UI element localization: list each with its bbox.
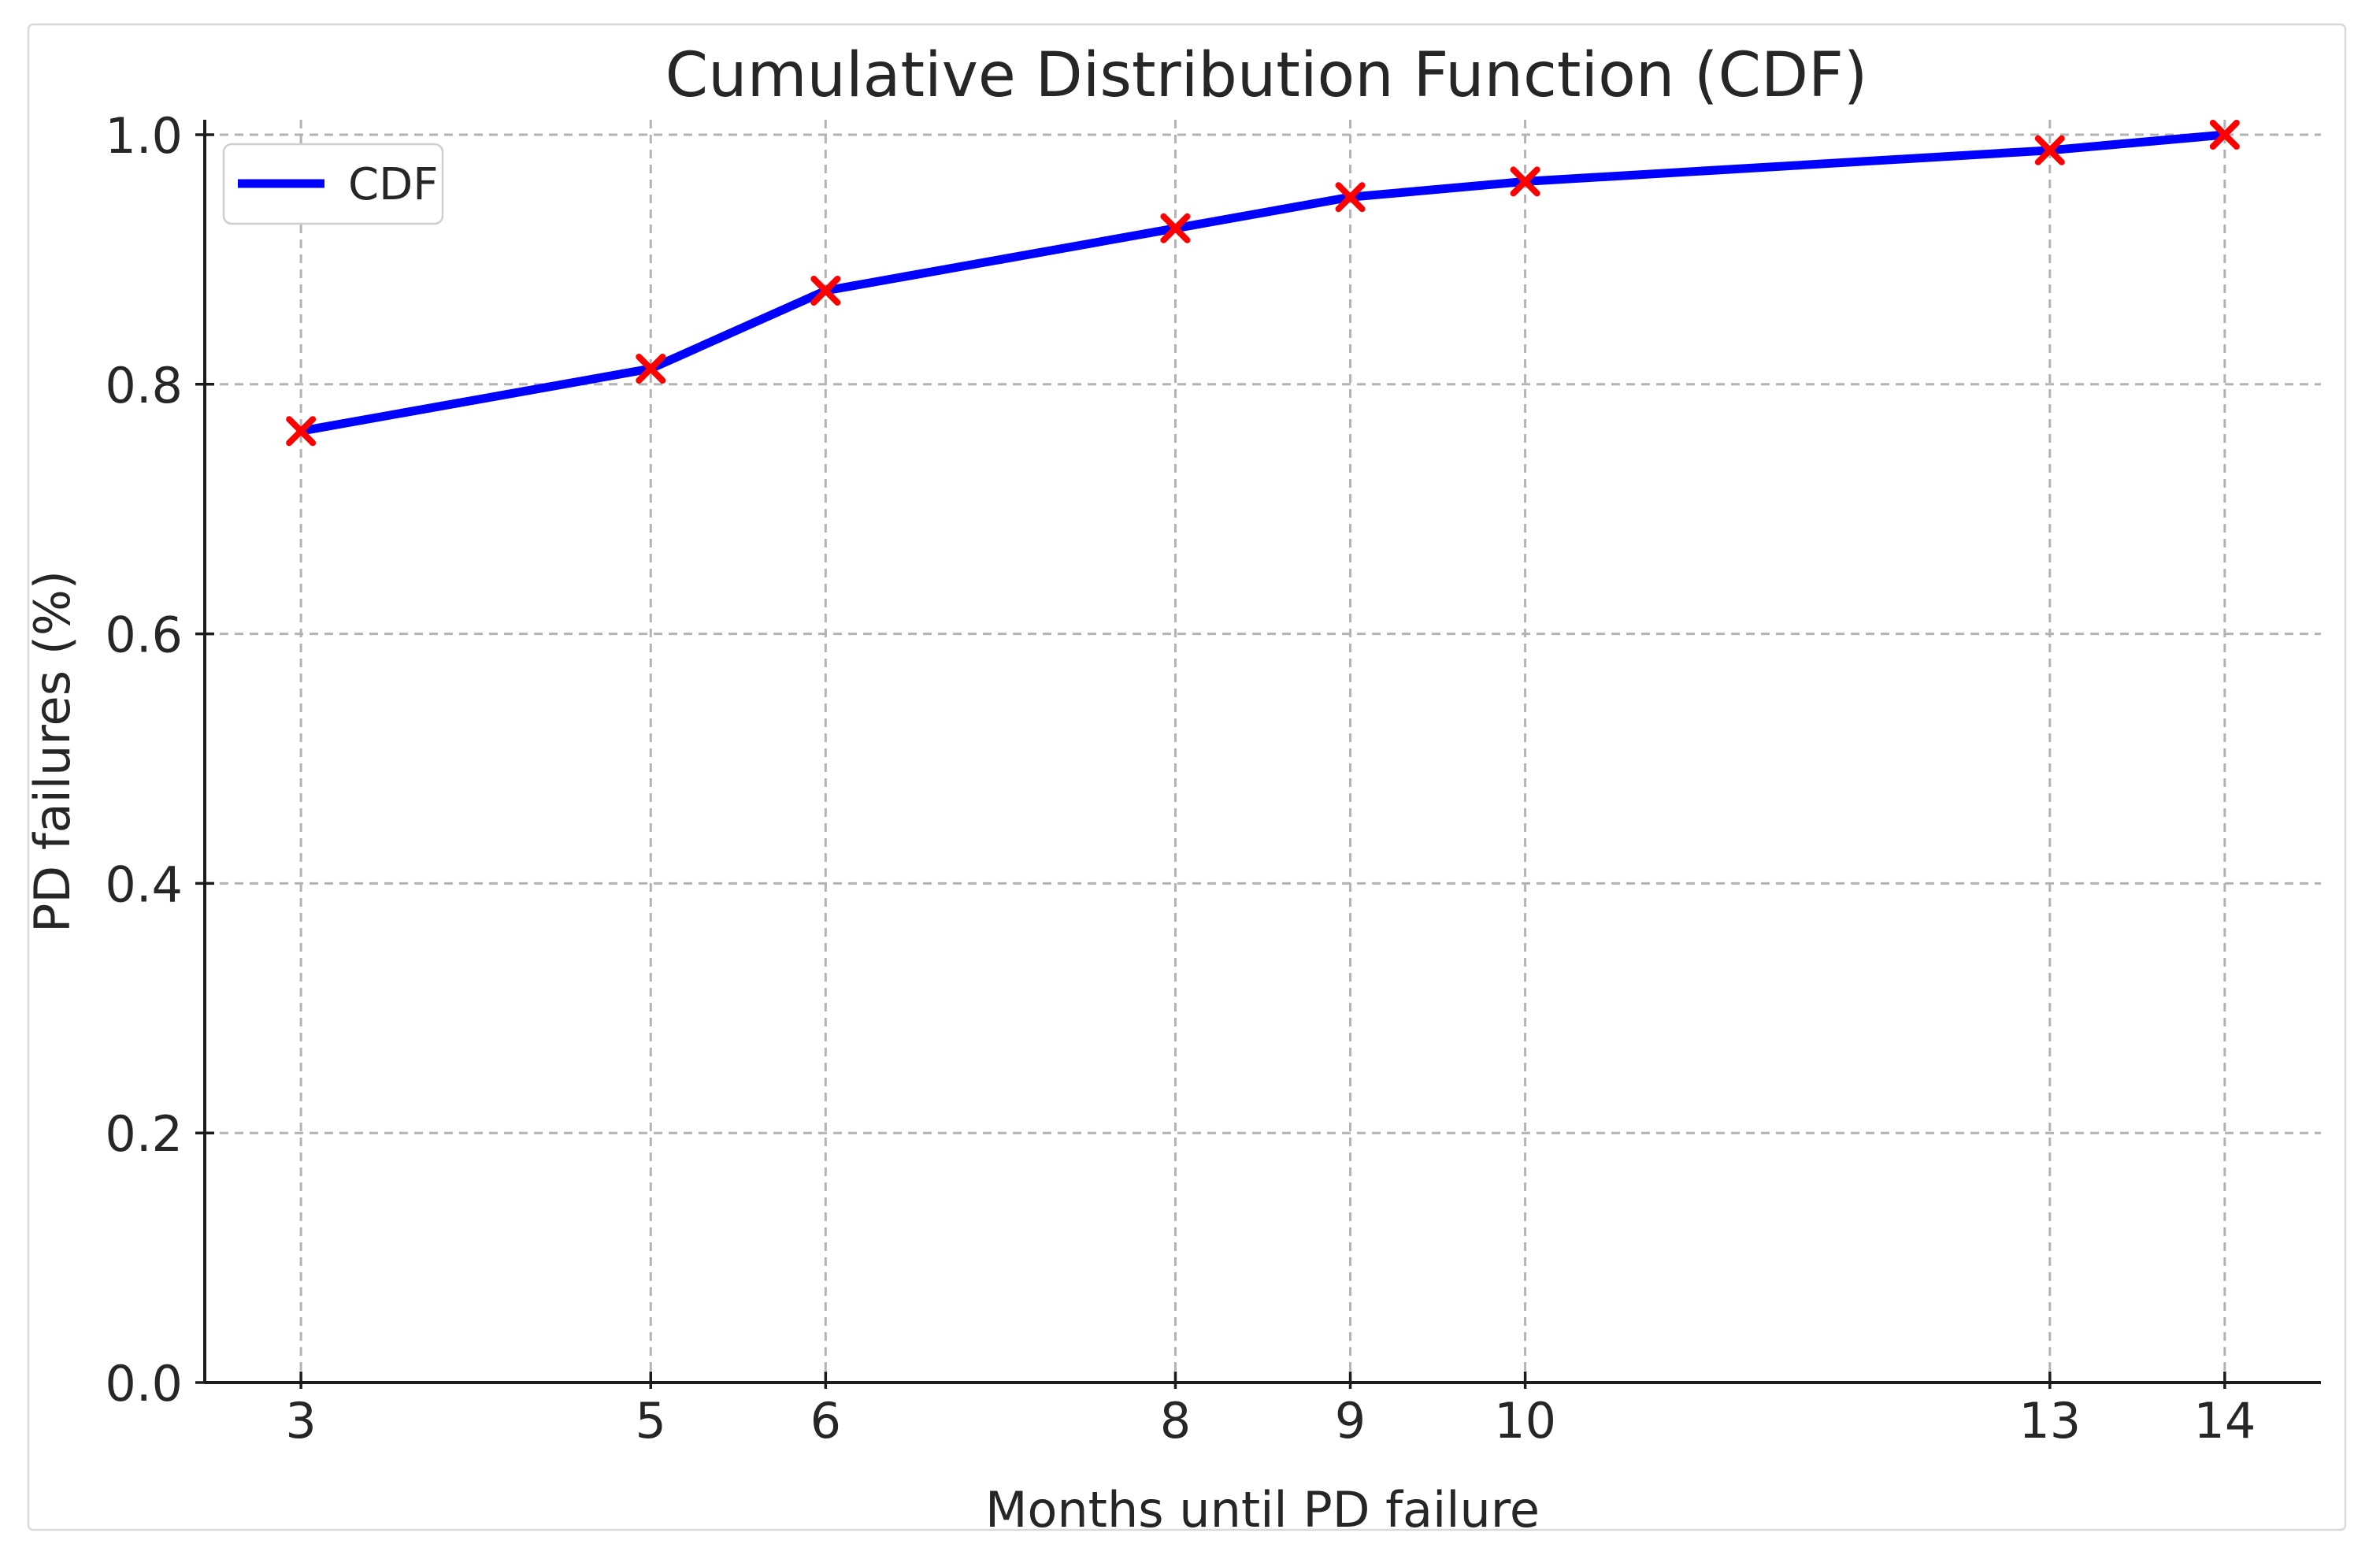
marker-stroke bbox=[286, 416, 317, 447]
data-point-marker bbox=[286, 416, 317, 447]
legend: CDF bbox=[222, 143, 444, 225]
x-tick-label: 9 bbox=[1335, 1392, 1366, 1449]
x-tick-label: 5 bbox=[636, 1392, 666, 1449]
data-point-marker bbox=[810, 276, 841, 306]
y-axis-label: PD failures (%) bbox=[24, 570, 81, 933]
data-point-marker bbox=[2209, 120, 2240, 150]
y-tick-labels: 0.0 0.2 0.4 0.6 0.8 1.0 bbox=[105, 107, 183, 1412]
marker-stroke bbox=[1510, 166, 1540, 197]
y-tick-label: 0.2 bbox=[105, 1105, 183, 1163]
legend-label: CDF bbox=[348, 159, 438, 210]
marker-stroke bbox=[810, 276, 841, 306]
x-tick-label: 8 bbox=[1160, 1392, 1191, 1449]
data-point-marker bbox=[1335, 182, 1366, 213]
cdf-line bbox=[296, 130, 2230, 436]
y-tick-label: 0.8 bbox=[105, 357, 183, 414]
y-tick-label: 0.0 bbox=[105, 1355, 183, 1412]
marker-stroke bbox=[636, 354, 666, 384]
x-tick-label: 3 bbox=[285, 1392, 316, 1449]
x-axis-label: Months until PD failure bbox=[985, 1481, 1540, 1539]
cdf-series bbox=[286, 120, 2240, 447]
marker-stroke bbox=[1335, 182, 1366, 213]
marker-stroke bbox=[1160, 213, 1191, 243]
figure-border bbox=[27, 23, 2347, 1531]
x-tick-label: 14 bbox=[2193, 1392, 2256, 1449]
marker-stroke bbox=[2034, 135, 2065, 165]
legend-box bbox=[222, 143, 444, 225]
x-tick-label: 10 bbox=[1494, 1392, 1556, 1449]
axes-spines bbox=[203, 120, 2321, 1384]
gridlines bbox=[205, 120, 2321, 1384]
data-point-marker bbox=[636, 354, 666, 384]
y-tick-label: 1.0 bbox=[105, 107, 183, 165]
data-point-marker bbox=[1160, 213, 1191, 243]
chart-title: Cumulative Distribution Function (CDF) bbox=[665, 40, 1868, 111]
x-tick-label: 13 bbox=[2019, 1392, 2081, 1449]
y-tick-label: 0.6 bbox=[105, 607, 183, 664]
x-tick-label: 6 bbox=[810, 1392, 841, 1449]
marker-stroke bbox=[2209, 120, 2240, 150]
x-tick-labels: 3 5 6 8 9 10 13 14 bbox=[285, 1392, 2256, 1449]
data-point-marker bbox=[2034, 135, 2065, 165]
y-tick-label: 0.4 bbox=[105, 856, 183, 913]
data-point-marker bbox=[1510, 166, 1540, 197]
tick-marks bbox=[195, 133, 2226, 1389]
